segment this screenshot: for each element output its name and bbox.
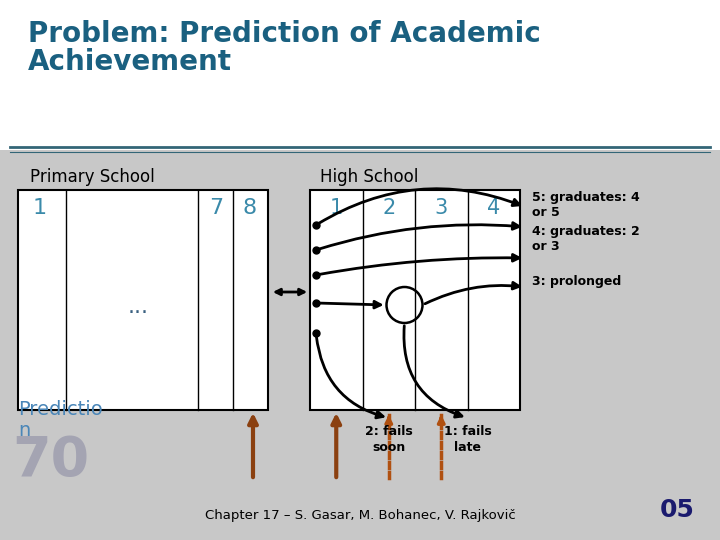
Text: 1: 1 [330, 198, 343, 218]
Text: 05: 05 [660, 498, 695, 522]
Text: 4: 4 [487, 198, 500, 218]
Text: High School: High School [320, 168, 418, 186]
Text: 1: fails
late: 1: fails late [444, 425, 491, 454]
Text: 8: 8 [243, 198, 257, 218]
Text: Problem: Prediction of Academic: Problem: Prediction of Academic [28, 20, 541, 48]
Text: Achievement: Achievement [28, 48, 232, 76]
FancyBboxPatch shape [0, 0, 720, 150]
Text: Primary School: Primary School [30, 168, 155, 186]
Text: 3: 3 [435, 198, 448, 218]
Text: Chapter 17 – S. Gasar, M. Bohanec, V. Rajkovič: Chapter 17 – S. Gasar, M. Bohanec, V. Ra… [204, 509, 516, 522]
Text: 2: 2 [382, 198, 395, 218]
Text: 2: fails
soon: 2: fails soon [365, 425, 413, 454]
FancyBboxPatch shape [18, 190, 268, 410]
Text: Predictio
n: Predictio n [18, 400, 103, 440]
Text: ...: ... [127, 296, 148, 316]
FancyBboxPatch shape [310, 190, 520, 410]
Text: 4: graduates: 2
or 3: 4: graduates: 2 or 3 [532, 225, 640, 253]
Text: 1: 1 [33, 198, 47, 218]
Text: 7: 7 [209, 198, 223, 218]
Text: 70: 70 [12, 434, 89, 488]
FancyBboxPatch shape [0, 150, 720, 540]
Text: 3: prolonged: 3: prolonged [532, 275, 621, 288]
Text: 5: graduates: 4
or 5: 5: graduates: 4 or 5 [532, 191, 640, 219]
